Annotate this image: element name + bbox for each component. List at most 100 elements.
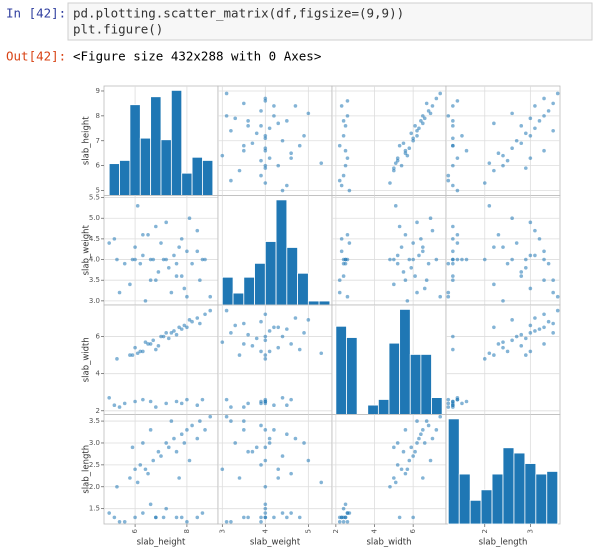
point <box>242 148 246 153</box>
point <box>159 241 163 245</box>
point <box>117 405 122 409</box>
point <box>289 342 293 346</box>
hist-bar <box>377 399 390 415</box>
point <box>130 353 135 357</box>
point <box>133 399 137 404</box>
x-tick-label: 6 <box>409 528 417 533</box>
panel <box>103 195 219 306</box>
point <box>156 344 161 348</box>
hist-bar <box>447 418 460 525</box>
point <box>496 232 501 237</box>
point <box>156 449 161 454</box>
point <box>528 331 533 335</box>
point <box>417 126 421 131</box>
point <box>182 286 187 291</box>
panel <box>331 414 447 525</box>
point <box>143 467 148 472</box>
y-tick-label: 8 <box>96 112 100 120</box>
point <box>413 274 417 278</box>
point <box>555 308 560 313</box>
point <box>492 121 496 126</box>
point <box>501 340 505 344</box>
point <box>164 506 168 511</box>
hist-bar <box>431 397 443 415</box>
point <box>229 178 233 183</box>
point <box>272 428 276 432</box>
point <box>446 397 451 402</box>
y-tick-label: 6 <box>96 333 101 341</box>
point <box>242 515 246 520</box>
point <box>403 151 408 155</box>
point <box>455 257 460 262</box>
point <box>501 345 505 350</box>
point <box>242 405 246 409</box>
point <box>276 476 281 480</box>
point <box>141 441 145 445</box>
point <box>161 515 166 520</box>
point <box>259 158 263 163</box>
point <box>250 141 255 146</box>
code-cell[interactable] <box>67 2 593 41</box>
point <box>174 449 179 454</box>
point <box>339 237 344 241</box>
point <box>179 327 184 331</box>
point <box>263 445 268 450</box>
point <box>112 515 117 520</box>
point <box>403 428 408 432</box>
point <box>451 334 455 339</box>
hist-bar <box>524 463 537 525</box>
panel <box>103 414 219 525</box>
point <box>341 119 346 123</box>
x-tick-label: 3 <box>526 529 534 533</box>
point <box>451 274 455 278</box>
point <box>224 397 229 402</box>
point <box>141 349 145 354</box>
point <box>345 511 350 515</box>
point <box>190 261 194 266</box>
point <box>117 520 122 524</box>
point <box>263 334 268 339</box>
x-tick-label: 2 <box>481 529 489 533</box>
point <box>187 318 192 322</box>
point <box>185 428 189 432</box>
point <box>399 245 404 249</box>
hist-bar <box>480 489 493 525</box>
point <box>395 441 400 445</box>
point <box>347 241 352 245</box>
point <box>263 458 268 463</box>
point <box>263 99 268 103</box>
x-tick-label: 6 <box>131 528 139 533</box>
point <box>519 332 524 337</box>
point <box>263 96 268 101</box>
point <box>203 428 207 432</box>
input-prompt: In [42]: <box>6 6 66 21</box>
point <box>424 101 429 106</box>
point <box>148 428 153 432</box>
point <box>415 133 419 138</box>
point <box>505 349 510 354</box>
point <box>224 308 229 313</box>
point <box>482 257 487 262</box>
point <box>200 397 205 402</box>
point <box>519 274 524 278</box>
point <box>174 274 179 278</box>
point <box>122 520 127 524</box>
point <box>496 342 501 346</box>
y-tick-label: 2.0 <box>89 483 100 491</box>
point <box>293 316 298 320</box>
point <box>551 128 555 133</box>
point <box>421 428 425 432</box>
point <box>280 188 285 193</box>
point <box>524 336 528 341</box>
point <box>319 161 324 165</box>
hist-bar <box>150 96 162 196</box>
point <box>254 131 259 136</box>
point <box>528 156 533 160</box>
point <box>395 261 400 266</box>
y-tick-label: 4.0 <box>89 256 100 264</box>
x-tick-label: 2 <box>332 529 340 533</box>
point <box>143 299 148 303</box>
point <box>164 257 168 262</box>
point <box>195 316 200 320</box>
